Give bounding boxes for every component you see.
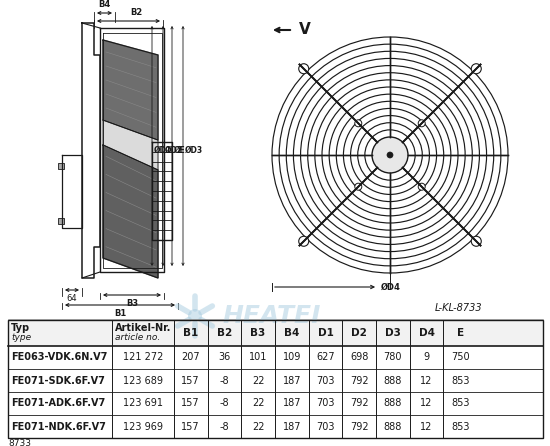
Text: 123 691: 123 691 — [123, 398, 163, 409]
Text: 187: 187 — [283, 398, 301, 409]
Text: 157: 157 — [182, 421, 200, 431]
Text: 123 689: 123 689 — [123, 376, 163, 385]
Text: 22: 22 — [252, 376, 265, 385]
Text: 121 272: 121 272 — [123, 352, 163, 363]
Text: Typ: Typ — [11, 323, 30, 333]
Text: 627: 627 — [316, 352, 335, 363]
Circle shape — [418, 120, 425, 127]
Text: B4: B4 — [284, 328, 300, 338]
Text: 187: 187 — [283, 421, 301, 431]
Text: B3: B3 — [126, 299, 138, 308]
Text: B1: B1 — [114, 309, 126, 318]
Text: -8: -8 — [219, 376, 229, 385]
Text: B1: B1 — [183, 328, 199, 338]
Text: article no.: article no. — [116, 333, 161, 342]
Polygon shape — [103, 40, 158, 140]
Text: 157: 157 — [182, 376, 200, 385]
Text: V: V — [299, 22, 311, 37]
Circle shape — [188, 309, 202, 323]
Text: 888: 888 — [384, 398, 402, 409]
Text: L-KL-8733: L-KL-8733 — [435, 303, 483, 313]
Bar — [8, 320, 543, 438]
Text: 36: 36 — [218, 352, 230, 363]
Circle shape — [372, 137, 408, 173]
Text: 22: 22 — [252, 398, 265, 409]
Text: 12: 12 — [420, 421, 433, 431]
Circle shape — [299, 236, 309, 246]
Text: 207: 207 — [182, 352, 200, 363]
Text: 109: 109 — [283, 352, 301, 363]
Circle shape — [471, 236, 481, 246]
Text: 9: 9 — [424, 352, 430, 363]
Polygon shape — [103, 120, 158, 170]
Text: B3: B3 — [250, 328, 266, 338]
Circle shape — [387, 152, 393, 158]
Bar — [8, 392, 543, 415]
Text: B2: B2 — [217, 328, 232, 338]
Text: type: type — [11, 333, 31, 342]
Text: B4: B4 — [98, 0, 111, 9]
Text: 853: 853 — [451, 376, 470, 385]
Text: D3: D3 — [385, 328, 401, 338]
Text: FE071-ADK.6F.V7: FE071-ADK.6F.V7 — [11, 398, 105, 409]
Text: ØD1: ØD1 — [154, 145, 172, 154]
Text: 780: 780 — [384, 352, 402, 363]
Text: D1: D1 — [317, 328, 333, 338]
Bar — [58, 218, 64, 224]
Circle shape — [299, 64, 309, 74]
Text: 888: 888 — [384, 421, 402, 431]
Text: 853: 853 — [451, 421, 470, 431]
Circle shape — [418, 183, 425, 190]
Text: -8: -8 — [219, 398, 229, 409]
Text: 750: 750 — [451, 352, 470, 363]
Text: 792: 792 — [350, 398, 368, 409]
Text: 123 969: 123 969 — [123, 421, 163, 431]
Text: 703: 703 — [316, 376, 335, 385]
Text: 187: 187 — [283, 376, 301, 385]
Text: Artikel-Nr.: Artikel-Nr. — [116, 323, 172, 333]
Text: FE071-NDK.6F.V7: FE071-NDK.6F.V7 — [11, 421, 106, 431]
Text: 703: 703 — [316, 398, 335, 409]
Text: 792: 792 — [350, 376, 368, 385]
Text: ØE: ØE — [174, 145, 186, 154]
Bar — [8, 415, 543, 438]
Circle shape — [471, 64, 481, 74]
Text: HEATEI: HEATEI — [222, 304, 320, 328]
Text: B2: B2 — [130, 8, 142, 17]
Text: 853: 853 — [451, 398, 470, 409]
Text: 101: 101 — [249, 352, 267, 363]
Text: 698: 698 — [350, 352, 368, 363]
Text: E: E — [457, 328, 464, 338]
Text: FE063-VDK.6N.V7: FE063-VDK.6N.V7 — [11, 352, 107, 363]
Text: D4: D4 — [419, 328, 434, 338]
Bar — [8, 320, 543, 346]
Text: 12: 12 — [420, 398, 433, 409]
Circle shape — [355, 183, 362, 190]
Text: 12: 12 — [420, 376, 433, 385]
Circle shape — [355, 120, 362, 127]
Text: -8: -8 — [219, 421, 229, 431]
Text: 703: 703 — [316, 421, 335, 431]
Bar — [58, 163, 64, 169]
Bar — [8, 346, 543, 369]
Text: 792: 792 — [350, 421, 368, 431]
Text: 157: 157 — [182, 398, 200, 409]
Polygon shape — [103, 145, 158, 278]
Text: 22: 22 — [252, 421, 265, 431]
Text: 8733: 8733 — [8, 438, 31, 446]
Text: 888: 888 — [384, 376, 402, 385]
Text: ØD4: ØD4 — [381, 282, 401, 292]
Bar — [8, 369, 543, 392]
Text: ØD2: ØD2 — [165, 145, 183, 154]
Text: ØD3: ØD3 — [185, 145, 203, 154]
Text: D2: D2 — [351, 328, 367, 338]
Text: 64: 64 — [67, 294, 78, 303]
Text: FE071-SDK.6F.V7: FE071-SDK.6F.V7 — [11, 376, 105, 385]
